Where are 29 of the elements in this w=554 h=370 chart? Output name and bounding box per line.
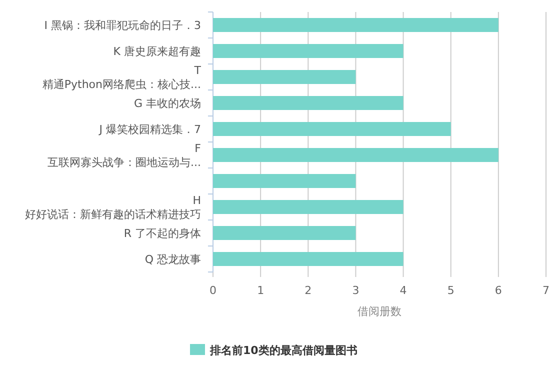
x-axis-title: 借阅册数 <box>358 305 402 318</box>
bar <box>213 18 498 32</box>
y-tick-label: T 精通Python网络爬虫：核心技... <box>42 64 202 91</box>
y-tick-label: F 互联网寡头战争：圈地运动与... <box>48 142 201 169</box>
x-tick-label: 3 <box>352 284 360 297</box>
bar <box>213 122 451 136</box>
y-tick-label: K 唐史原来超有趣 <box>113 45 201 58</box>
bar <box>213 96 404 110</box>
legend-label: 排名前10类的最高借阅量图书 <box>209 344 358 357</box>
y-tick-label: H 好好说话：新鲜有趣的话术精进技巧 <box>25 194 201 221</box>
bar <box>213 44 404 58</box>
x-tick-label: 0 <box>210 284 216 297</box>
y-tick-label: I 黑锅：我和罪犯玩命的日子．3 <box>44 19 201 32</box>
y-tick-label: R 了不起的身体 <box>124 227 201 240</box>
y-tick-label: J 爆笑校园精选集．7 <box>98 123 201 136</box>
y-tick-label: Q 恐龙故事 <box>144 253 201 266</box>
x-tick-label: 5 <box>447 284 454 297</box>
bar <box>213 174 356 188</box>
bar <box>213 70 356 84</box>
x-tick-label: 1 <box>257 284 264 297</box>
bar <box>213 252 404 266</box>
bar <box>213 226 356 240</box>
x-tick-label: 7 <box>542 284 550 297</box>
bar <box>213 200 404 214</box>
x-tick-label: 6 <box>494 284 502 297</box>
bar <box>213 148 498 162</box>
x-tick-label: 2 <box>304 284 312 297</box>
x-tick-label: 4 <box>400 284 407 297</box>
y-tick-label: G 丰收的农场 <box>134 97 201 110</box>
